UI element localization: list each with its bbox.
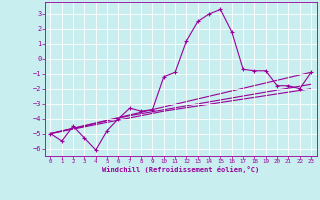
X-axis label: Windchill (Refroidissement éolien,°C): Windchill (Refroidissement éolien,°C)	[102, 166, 260, 173]
